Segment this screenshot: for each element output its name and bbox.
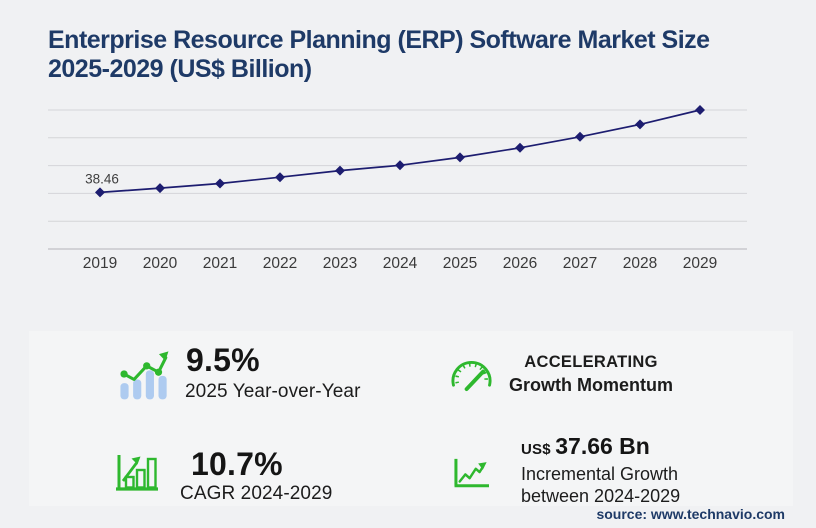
incremental-label: Incremental Growth xyxy=(521,464,679,484)
momentum-label: Growth Momentum xyxy=(509,375,673,395)
bar-line-growth-icon xyxy=(120,351,169,400)
x-axis-label: 2022 xyxy=(263,255,297,272)
x-axis-label: 2027 xyxy=(563,255,597,272)
page-title-line1: Enterprise Resource Planning (ERP) Softw… xyxy=(48,25,710,54)
x-axis-label: 2028 xyxy=(623,255,657,272)
x-axis-label: 2021 xyxy=(203,255,237,272)
cagr-value: 10.7% xyxy=(191,446,283,482)
incremental-label2: between 2024-2029 xyxy=(521,486,681,506)
data-point-marker xyxy=(95,187,105,198)
x-axis-label: 2025 xyxy=(443,255,477,272)
data-point-marker xyxy=(275,172,285,183)
incremental-amount: 37.66 Bn xyxy=(555,433,650,459)
data-point-marker xyxy=(695,105,705,115)
yoy-value: 9.5% xyxy=(186,342,260,378)
data-label: 38.46 xyxy=(85,171,119,186)
source-credit: source: www.technavio.com xyxy=(596,506,785,522)
x-axis-label: 2020 xyxy=(143,255,178,272)
page-title-line2: 2025-2029 (US$ Billion) xyxy=(48,54,312,83)
x-axis-label: 2024 xyxy=(383,255,418,272)
data-point-marker xyxy=(155,183,165,194)
data-point-marker xyxy=(515,142,525,153)
incremental-value: US$ 37.66 Bn xyxy=(521,433,650,460)
series-line xyxy=(99,109,701,194)
yoy-label: 2025 Year-over-Year xyxy=(185,381,361,402)
momentum-text: ACCELERATING Growth Momentum xyxy=(498,351,684,396)
data-point-marker xyxy=(215,178,225,189)
data-point-marker xyxy=(395,160,405,171)
x-axis-label: 2029 xyxy=(683,255,717,272)
x-axis-label: 2019 xyxy=(83,255,117,272)
momentum-value: ACCELERATING xyxy=(524,353,658,371)
page-title: Enterprise Resource Planning (ERP) Softw… xyxy=(48,26,793,84)
data-point-marker xyxy=(575,131,585,142)
incremental-currency: US$ xyxy=(521,441,551,458)
bar-chart-growth-icon xyxy=(116,455,158,491)
data-point-marker xyxy=(635,119,645,130)
data-point-marker xyxy=(335,165,345,176)
speedometer-icon xyxy=(451,361,492,392)
data-point-marker xyxy=(455,152,465,163)
market-size-line-chart: 2019 2020 2021 2022 2023 2024 2025 2026 2027 2028… xyxy=(48,105,747,272)
trend-arrow-icon xyxy=(454,458,489,488)
cagr-label: CAGR 2024-2029 xyxy=(180,483,333,504)
x-axis-label: 2026 xyxy=(503,255,537,272)
x-axis-label: 2023 xyxy=(323,255,357,272)
